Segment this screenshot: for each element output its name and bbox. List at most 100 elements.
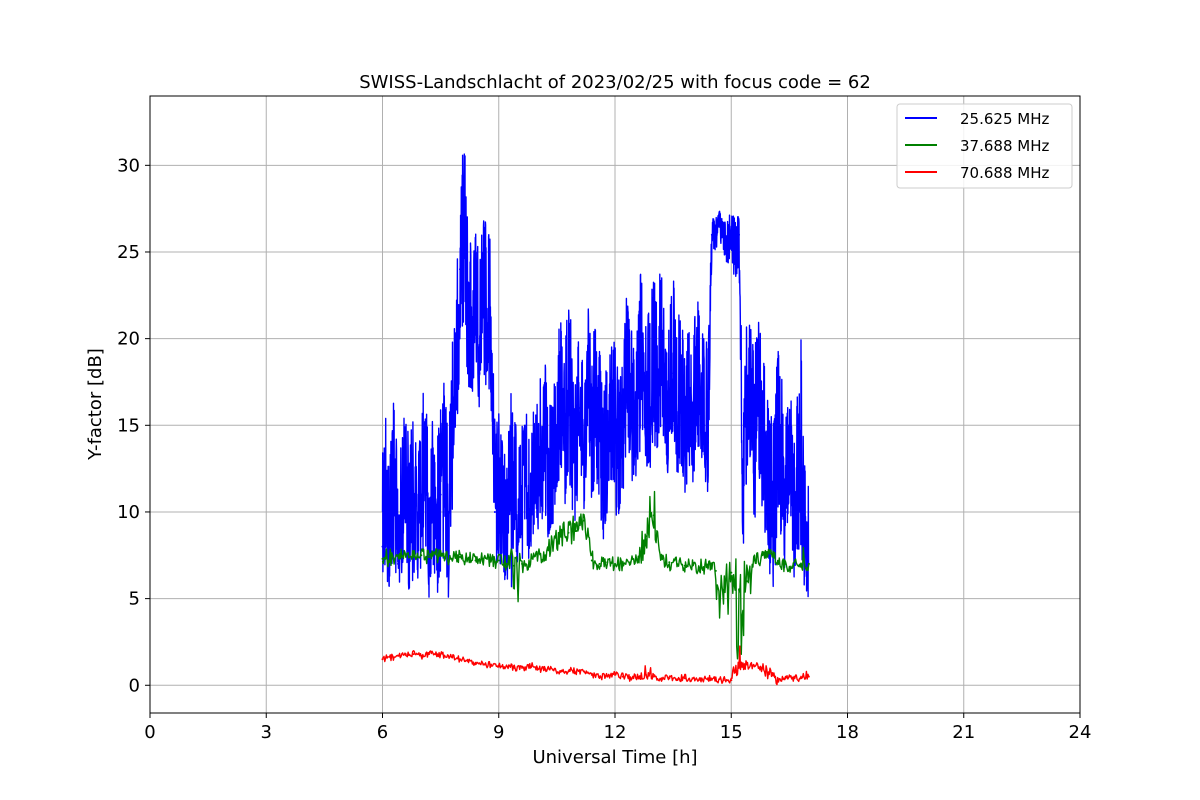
series-2-point xyxy=(637,557,640,560)
series-2-point xyxy=(482,557,485,560)
series-1-point xyxy=(501,528,504,531)
series-1-point xyxy=(400,511,403,513)
series-1-point xyxy=(571,424,574,427)
y-tick-label: 10 xyxy=(117,502,140,523)
series-2-point xyxy=(645,535,647,538)
series-2-point xyxy=(451,557,454,560)
series-3-point xyxy=(683,677,686,680)
series-1-point xyxy=(633,441,636,444)
series-1-point xyxy=(637,389,640,392)
series-2-point xyxy=(459,556,461,558)
series-3-point xyxy=(714,679,717,682)
series-1-point xyxy=(548,493,551,496)
series-3-point xyxy=(792,677,795,680)
series-1-point xyxy=(455,372,458,375)
series-2-point xyxy=(513,564,516,567)
series-3-point xyxy=(598,675,601,678)
series-1-point xyxy=(447,545,450,548)
x-tick-label: 21 xyxy=(952,722,975,743)
series-1-point xyxy=(590,441,593,444)
series-3-point xyxy=(404,653,407,656)
series-3-point xyxy=(699,679,702,682)
series-1-point xyxy=(540,476,543,479)
series-2-point xyxy=(769,552,771,555)
series-2-point xyxy=(683,564,686,567)
legend: 25.625 MHz 37.688 MHz 70.688 MHz xyxy=(896,103,1073,189)
series-3-point xyxy=(536,668,539,671)
series-2-point xyxy=(536,556,539,558)
chart-title: SWISS-Landschlacht of 2023/02/25 with fo… xyxy=(359,72,871,93)
series-3-point xyxy=(443,654,446,657)
series-2-point xyxy=(552,542,554,545)
series-1-point xyxy=(629,407,632,409)
series-1-point xyxy=(676,424,678,427)
series-2-point xyxy=(381,557,384,560)
series-2-point xyxy=(730,571,733,574)
series-2-point xyxy=(443,556,446,558)
legend-label-series-2: 37.688 MHz xyxy=(960,137,1049,155)
series-2-point xyxy=(776,561,779,564)
series-1-point xyxy=(412,493,415,496)
series-2-point xyxy=(389,556,392,558)
legend-label-series-1: 25.625 MHz xyxy=(960,110,1049,128)
series-1-point xyxy=(528,511,531,513)
x-tick-label: 3 xyxy=(261,722,272,743)
series-3-point xyxy=(606,675,609,678)
series-2-point xyxy=(435,554,438,557)
series-1-point xyxy=(749,407,752,409)
series-2-point xyxy=(490,559,492,562)
series-1-point xyxy=(718,216,721,219)
series-1-point xyxy=(567,389,570,392)
series-1-point xyxy=(780,476,783,479)
series-1-point xyxy=(741,493,744,496)
series-1-point xyxy=(505,545,508,548)
series-1-point xyxy=(532,493,535,496)
series-2-point xyxy=(544,554,547,557)
series-1-point xyxy=(730,233,733,236)
series-3-point xyxy=(544,668,547,671)
series-1-point xyxy=(788,441,791,444)
ticks: 0 3 6 9 12 15 18 21 24 0 5 10 15 20 25 30 xyxy=(117,155,1091,743)
series-1-point xyxy=(416,528,419,531)
series-1-point xyxy=(614,441,616,444)
series-3-point xyxy=(412,653,415,656)
series-1-point xyxy=(645,424,647,427)
series-3-point xyxy=(459,658,461,661)
series-1-point xyxy=(803,545,806,548)
series-1-point xyxy=(594,389,597,392)
x-axis-label: Universal Time [h] xyxy=(532,747,697,768)
x-tick-label: 0 xyxy=(144,722,155,743)
series-2-point xyxy=(707,566,709,569)
series-1-point xyxy=(381,545,384,548)
series-3-point xyxy=(397,654,399,657)
series-1-point xyxy=(513,511,516,513)
series-1-point xyxy=(524,476,527,479)
series-2-point xyxy=(397,554,399,557)
series-1-point xyxy=(559,407,562,409)
series-1-point xyxy=(563,441,566,444)
series-1-point xyxy=(420,511,423,513)
series-1-point xyxy=(699,407,702,409)
series-3-point xyxy=(769,670,771,673)
series-1-point xyxy=(497,493,500,496)
legend-box xyxy=(896,103,1073,189)
series-1-point xyxy=(772,528,775,531)
series-1-point xyxy=(521,493,523,496)
series-1-point xyxy=(586,372,589,375)
series-1-point xyxy=(800,459,802,461)
series-1-point xyxy=(765,476,768,479)
series-1-point xyxy=(555,424,558,427)
series-2-point xyxy=(428,556,430,558)
series-2-point xyxy=(784,562,787,565)
series-1-point xyxy=(424,441,427,444)
series-1-point xyxy=(776,407,779,409)
series-3-point xyxy=(807,675,810,678)
series-3-point xyxy=(490,663,492,666)
series-2 xyxy=(381,490,810,660)
series-1-point xyxy=(641,355,644,357)
series-3-point xyxy=(676,679,678,682)
series-2-point xyxy=(761,554,764,557)
series-1-point xyxy=(552,476,554,479)
series-1-point xyxy=(660,337,663,340)
series-1-point xyxy=(722,233,725,236)
